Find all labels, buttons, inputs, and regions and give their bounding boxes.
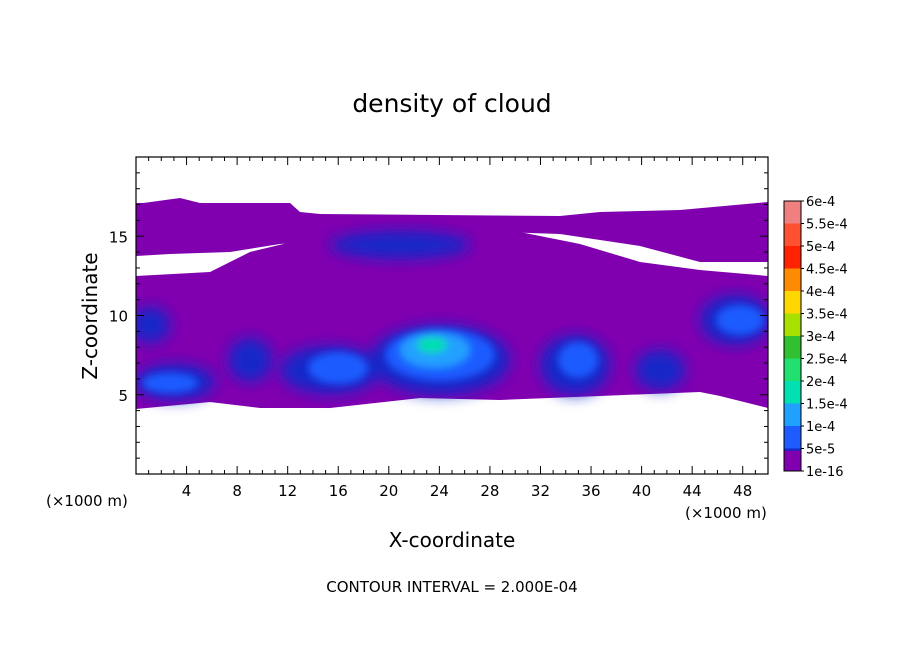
colorbar-label: 5e-4 (806, 240, 835, 255)
colorbar-label: 4.5e-4 (806, 263, 848, 278)
colorbar-label: 5e-5 (806, 443, 835, 458)
colorbar-swatch (784, 313, 801, 336)
x-tick-label: 12 (278, 482, 297, 500)
colorbar-label: 2.5e-4 (806, 353, 848, 368)
x-tick-label: 8 (232, 482, 242, 500)
chart-title: density of cloud (352, 89, 551, 118)
x-tick-label: 16 (329, 482, 348, 500)
x-tick-label: 48 (733, 482, 752, 500)
heat-blob-mid (716, 305, 764, 335)
x-tick-label: 28 (480, 482, 499, 500)
x-tick-label: 40 (632, 482, 651, 500)
heat-blob-mid (142, 373, 198, 393)
colorbar-swatch (784, 426, 801, 449)
colorbar-label: 6e-4 (806, 195, 835, 210)
colorbar-label: 4e-4 (806, 285, 835, 300)
x-tick-label: 44 (683, 482, 702, 500)
y-tick-label: 5 (118, 387, 128, 405)
colorbar-label: 1.5e-4 (806, 398, 848, 413)
heat-blob-mid (308, 352, 368, 384)
colorbar-swatch (784, 358, 801, 381)
colorbar-label: 2e-4 (806, 375, 835, 390)
x-axis-label: X-coordinate (389, 528, 516, 552)
colorbar-swatch (784, 336, 801, 359)
colorbar: 6e-4 5.5e-4 5e-4 4.5e-4 4e-4 3.5e-4 3e-4 2.5e-4… (783, 195, 848, 480)
colorbar-label: 5.5e-4 (806, 218, 848, 233)
x-tick-label: 32 (531, 482, 550, 500)
contour-interval-note: CONTOUR INTERVAL = 2.000E-04 (326, 578, 577, 596)
colorbar-label: 1e-4 (806, 420, 835, 435)
x-unit-label: (×1000 m) (46, 492, 128, 510)
colorbar-label: 1e-16 (806, 465, 844, 480)
colorbar-swatch (784, 268, 801, 291)
heat-blob-deep (136, 307, 170, 343)
colorbar-swatch (784, 246, 801, 269)
colorbar-label: 3.5e-4 (806, 308, 848, 323)
heat-blob-deep (228, 338, 272, 382)
colorbar-swatch-base (784, 450, 801, 471)
y-tick-label: 10 (109, 308, 128, 326)
x-tick-label: 24 (430, 482, 449, 500)
colorbar-swatch (784, 381, 801, 404)
colorbar-swatch (784, 223, 801, 246)
heat-blob-deep (330, 231, 470, 259)
x-tick-label: 20 (379, 482, 398, 500)
heat-blob-mid (558, 342, 598, 378)
x-tick-label: 4 (182, 482, 192, 500)
colorbar-swatch (784, 291, 801, 314)
colorbar-label: 3e-4 (806, 330, 835, 345)
heat-blob-deep (635, 350, 685, 390)
colorbar-swatch (784, 403, 801, 426)
heatmap-field (136, 198, 768, 409)
colorbar-swatch (784, 201, 801, 224)
y-axis-label: Z-coordinate (78, 252, 102, 379)
y-unit-label: (×1000 m) (685, 504, 767, 522)
heat-region-left-upper (136, 198, 298, 252)
heat-blob-core (417, 337, 447, 353)
x-tick-label: 36 (581, 482, 600, 500)
y-tick-label: 15 (109, 228, 128, 246)
